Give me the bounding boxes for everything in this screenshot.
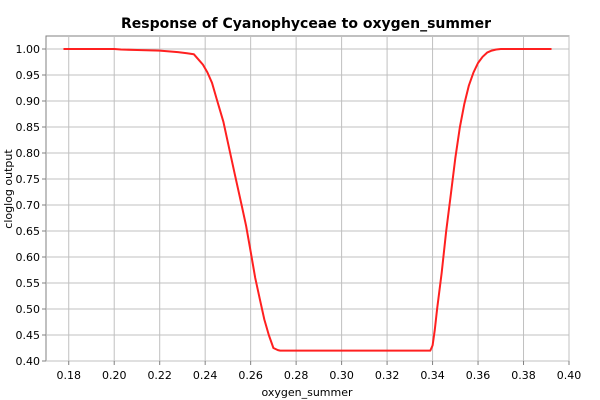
y-tick-label: 0.85	[16, 121, 41, 134]
series-layer	[63, 48, 552, 352]
y-tick-label: 0.65	[16, 225, 41, 238]
x-axis: 0.18 0.20 0.22 0.24 0.26 0.28 0.30 0.32 0.34 0.36…	[56, 361, 581, 382]
y-tick-label: 0.80	[16, 147, 41, 160]
y-tick-label: 0.40	[16, 355, 41, 368]
y-tick-label: 0.60	[16, 251, 41, 264]
x-tick-label: 0.28	[284, 369, 309, 382]
y-tick-label: 1.00	[16, 43, 41, 56]
x-tick-label: 0.20	[102, 369, 127, 382]
x-axis-label: oxygen_summer	[261, 386, 353, 399]
grid	[46, 36, 570, 362]
x-tick-label: 0.32	[375, 369, 400, 382]
x-tick-label: 0.38	[511, 369, 536, 382]
y-tick-label: 0.75	[16, 173, 41, 186]
x-tick-label: 0.26	[238, 369, 263, 382]
x-tick-label: 0.22	[147, 369, 172, 382]
y-tick-label: 0.55	[16, 277, 41, 290]
y-tick-label: 0.95	[16, 69, 41, 82]
y-tick-label: 0.50	[16, 303, 41, 316]
plot-area	[45, 35, 570, 362]
x-tick-label: 0.18	[56, 369, 81, 382]
x-tick-label: 0.40	[557, 369, 582, 382]
chart-title: Response of Cyanophyceae to oxygen_summe…	[121, 16, 491, 32]
y-axis: 0.40 0.45 0.50 0.55 0.60 0.65 0.70 0.75 0.80 0.85…	[16, 43, 46, 368]
y-tick-label: 0.90	[16, 95, 41, 108]
y-tick-label: 0.70	[16, 199, 41, 212]
x-tick-label: 0.36	[466, 369, 491, 382]
y-tick-label: 0.45	[16, 329, 41, 342]
y-axis-label: cloglog output	[2, 149, 15, 229]
x-tick-label: 0.30	[329, 369, 354, 382]
x-tick-label: 0.24	[193, 369, 218, 382]
response-curve	[63, 48, 552, 352]
x-tick-label: 0.34	[420, 369, 445, 382]
